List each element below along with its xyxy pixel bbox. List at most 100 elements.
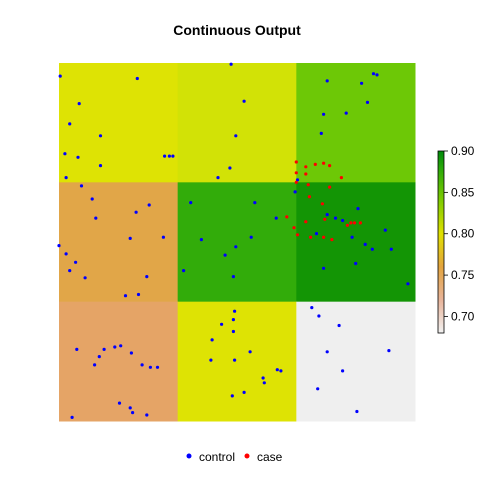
control-point <box>119 344 123 348</box>
control-point <box>228 166 232 170</box>
case-point <box>304 172 308 176</box>
control-point <box>319 131 323 135</box>
control-point <box>94 216 98 220</box>
case-point <box>323 217 327 221</box>
control-point <box>325 213 329 217</box>
legend-label-case: case <box>257 450 283 464</box>
control-point <box>148 365 152 369</box>
control-point <box>64 176 68 180</box>
control-point <box>242 390 246 394</box>
heatmap-cell <box>177 182 297 303</box>
colorbar-gradient <box>437 150 445 334</box>
control-point <box>234 245 238 249</box>
control-point <box>262 381 266 385</box>
control-point <box>189 201 193 205</box>
control-point <box>90 197 94 201</box>
control-point <box>249 235 253 239</box>
case-point <box>307 195 311 199</box>
control-point <box>233 358 237 362</box>
case-point <box>349 221 353 225</box>
case-point <box>330 238 334 242</box>
control-point <box>231 318 235 322</box>
control-point <box>354 261 358 266</box>
case-point <box>285 215 289 219</box>
case-point <box>339 176 343 180</box>
control-point <box>93 363 97 367</box>
control-point <box>231 275 235 279</box>
legend-marker-case <box>244 453 250 459</box>
heatmap-cell <box>59 301 179 422</box>
control-point <box>64 252 68 256</box>
control-point <box>216 176 220 180</box>
case-point <box>306 183 310 187</box>
case-point <box>322 235 326 239</box>
control-point <box>131 411 135 415</box>
control-point <box>248 350 252 354</box>
control-point <box>355 409 359 414</box>
control-point <box>129 351 133 355</box>
heatmap-cell <box>59 182 179 303</box>
control-point <box>293 190 297 194</box>
legend-label-control: control <box>199 450 235 464</box>
control-point <box>79 184 84 188</box>
colorbar-tick-label: 0.70 <box>451 309 475 323</box>
case-point <box>294 160 298 164</box>
control-point <box>344 111 348 115</box>
control-point <box>383 228 387 232</box>
control-point <box>274 216 278 220</box>
heatmap-cell <box>296 63 416 183</box>
control-point <box>337 323 341 328</box>
control-point <box>261 376 265 380</box>
control-point <box>145 413 149 417</box>
control-point <box>117 401 122 405</box>
heatmap-cell <box>177 63 297 183</box>
control-point <box>70 415 74 419</box>
control-point <box>370 247 374 251</box>
case-point <box>294 180 298 184</box>
control-point <box>83 276 87 280</box>
control-point <box>128 406 132 410</box>
control-point <box>123 294 128 298</box>
heatmap-cells <box>59 63 416 422</box>
control-point <box>310 306 314 310</box>
control-point <box>314 232 319 236</box>
control-point <box>182 269 186 273</box>
control-point <box>229 62 233 66</box>
legend-marker-control <box>186 453 192 459</box>
control-point <box>77 102 81 106</box>
case-point <box>328 185 332 189</box>
case-point <box>309 235 313 239</box>
control-point <box>341 369 345 373</box>
control-point <box>325 350 329 354</box>
heatmap-cell <box>296 301 416 422</box>
colorbar-tick-label: 0.90 <box>451 144 475 158</box>
control-point <box>341 218 345 223</box>
control-point <box>136 292 141 297</box>
control-point <box>325 79 329 83</box>
control-point <box>135 76 139 81</box>
control-point <box>316 387 320 391</box>
case-point <box>320 202 324 206</box>
control-point <box>113 345 117 349</box>
control-point <box>220 322 224 326</box>
data-points <box>57 62 410 419</box>
heatmap-cell <box>296 182 416 303</box>
case-point <box>313 162 317 166</box>
case-point <box>304 165 308 169</box>
control-point <box>406 282 410 286</box>
control-point <box>161 235 165 239</box>
colorbar-tick-label: 0.80 <box>451 227 475 241</box>
control-point <box>317 314 321 318</box>
control-point <box>145 275 149 279</box>
control-point <box>167 154 171 158</box>
control-point <box>253 201 257 205</box>
control-point <box>295 178 300 182</box>
control-point <box>231 329 235 334</box>
control-point <box>365 100 370 104</box>
control-point <box>356 207 360 211</box>
case-point <box>295 233 300 237</box>
control-point <box>171 154 175 158</box>
control-point <box>387 349 391 353</box>
case-point <box>304 220 308 224</box>
